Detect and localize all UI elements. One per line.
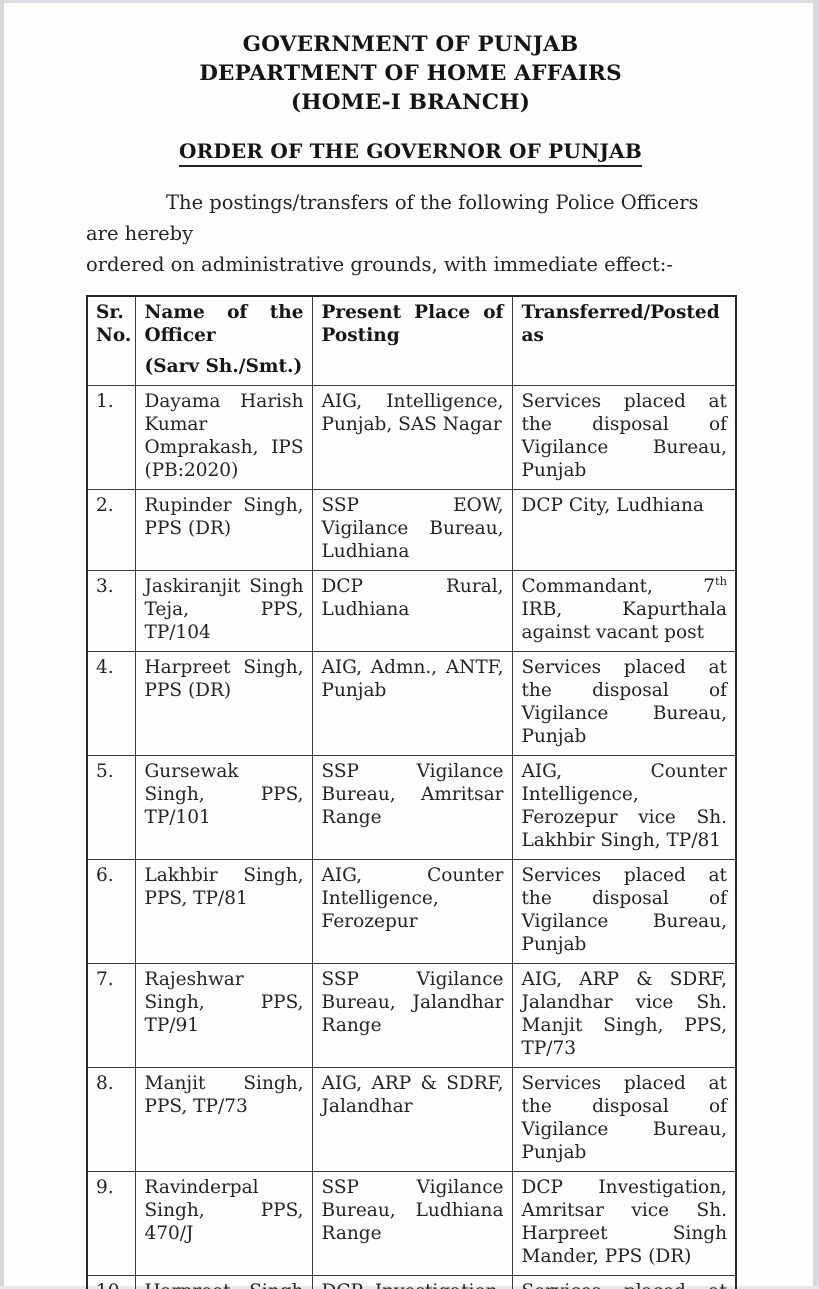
transferred-cell: Services placed at the disposal of Vigil… [511, 1275, 737, 1289]
col-header-sr-no-label: Sr. No. [96, 302, 132, 346]
transferred-cell: AIG, Counter Intelligence, Ferozepur vic… [511, 755, 737, 860]
col-header-sr-no: Sr. No. [86, 295, 136, 386]
transferred-cell: DCP Investigation, Amritsar vice Sh. Har… [511, 1171, 737, 1276]
present-posting-cell: DCP Investigation, Amritsar [311, 1275, 513, 1289]
officer-name-cell: Ravinderpal Singh, PPS, 470/J [134, 1171, 313, 1276]
table-row: 7. Rajeshwar Singh, PPS, TP/91 SSP Vigilan… [86, 963, 737, 1068]
present-posting-cell: AIG, Admn., ANTF, Punjab [311, 651, 513, 756]
table-row: 6. Lakhbir Singh, PPS, TP/81 AIG, Counter … [86, 859, 737, 964]
officer-name-cell: Harpreet Singh Mander, PPS (DR) [134, 1275, 313, 1289]
page-edge-right [813, 0, 819, 1289]
present-posting-cell: SSP Vigilance Bureau, Ludhiana Range [311, 1171, 513, 1276]
sr-no-cell: 7. [86, 963, 136, 1068]
officer-name-cell: Rupinder Singh, PPS (DR) [134, 489, 313, 571]
officer-name-cell: Manjit Singh, PPS, TP/73 [134, 1067, 313, 1172]
present-posting-cell: SSP EOW, Vigilance Bureau, Ludhiana [311, 489, 513, 571]
officer-name-cell: Rajeshwar Singh, PPS, TP/91 [134, 963, 313, 1068]
table-header-row: Sr. No. Name of the Officer (Sarv Sh./Sm… [86, 295, 737, 386]
col-header-officer-name: Name of the Officer (Sarv Sh./Smt.) [134, 295, 313, 386]
transferred-cell: Services placed at the disposal of Vigil… [511, 859, 737, 964]
transferred-cell: DCP City, Ludhiana [511, 489, 737, 571]
col-header-officer-name-sublabel: (Sarv Sh./Smt.) [144, 356, 303, 377]
table-row: 2. Rupinder Singh, PPS (DR) SSP EOW, Vigil… [86, 489, 737, 571]
sr-no-cell: 3. [86, 570, 136, 652]
sr-no-cell: 2. [86, 489, 136, 571]
officer-name-cell: Gursewak Singh, PPS, TP/101 [134, 755, 313, 860]
table-row: 4. Harpreet Singh, PPS (DR) AIG, Admn., AN… [86, 651, 737, 756]
intro-paragraph: The postings/transfers of the following … [86, 187, 735, 280]
transferred-cell: AIG, ARP & SDRF, Jalandhar vice Sh. Manj… [511, 963, 737, 1068]
table-row: 9. Ravinderpal Singh, PPS, 470/J SSP Vigil… [86, 1171, 737, 1276]
sr-no-cell: 9. [86, 1171, 136, 1276]
order-heading: ORDER OF THE GOVERNOR OF PUNJAB [86, 139, 735, 167]
sr-no-cell: 5. [86, 755, 136, 860]
officer-name-cell: Harpreet Singh, PPS (DR) [134, 651, 313, 756]
transferred-cell: Services placed at the disposal of Vigil… [511, 385, 737, 490]
sr-no-cell: 6. [86, 859, 136, 964]
document-header: GOVERNMENT OF PUNJAB DEPARTMENT OF HOME … [86, 30, 735, 117]
col-header-transferred: Transferred/Posted as [511, 295, 737, 386]
present-posting-cell: AIG, Counter Intelligence, Ferozepur [311, 859, 513, 964]
col-header-present-posting: Present Place of Posting [311, 295, 513, 386]
col-header-officer-name-label: Name of the Officer [144, 302, 304, 346]
officer-name-cell: Dayama Harish Kumar Omprakash, IPS (PB:2… [134, 385, 313, 490]
transferred-cell: Services placed at the disposal of Vigil… [511, 651, 737, 756]
transferred-cell: Services placed at the disposal of Vigil… [511, 1067, 737, 1172]
col-header-transferred-label: Transferred/Posted as [521, 302, 720, 346]
order-table-body: 1. Dayama Harish Kumar Omprakash, IPS (PB… [86, 385, 737, 1289]
document-body: GOVERNMENT OF PUNJAB DEPARTMENT OF HOME … [86, 0, 737, 1289]
present-posting-cell: DCP Rural, Ludhiana [311, 570, 513, 652]
page-edge-top [0, 0, 819, 3]
col-header-present-posting-label: Present Place of Posting [321, 302, 504, 346]
intro-line-1: The postings/transfers of the following … [86, 191, 699, 245]
department-title: DEPARTMENT OF HOME AFFAIRS [199, 61, 622, 86]
sr-no-cell: 1. [86, 385, 136, 490]
present-posting-cell: AIG, ARP & SDRF, Jalandhar [311, 1067, 513, 1172]
page-edge-left [0, 0, 4, 1289]
table-row: 5. Gursewak Singh, PPS, TP/101 SSP Vigilan… [86, 755, 737, 860]
sr-no-cell: 10. [86, 1275, 136, 1289]
table-row: 3. Jaskiranjit Singh Teja, PPS, TP/104 DCP… [86, 570, 737, 652]
table-row: 10.Harpreet Singh Mander, PPS (DR)DCP In… [86, 1275, 737, 1289]
sr-no-cell: 4. [86, 651, 136, 756]
table-row: 8. Manjit Singh, PPS, TP/73 AIG, ARP & SDR… [86, 1067, 737, 1172]
branch-title: (HOME-I BRANCH) [290, 90, 531, 115]
sr-no-cell: 8. [86, 1067, 136, 1172]
present-posting-cell: SSP Vigilance Bureau, Jalandhar Range [311, 963, 513, 1068]
present-posting-cell: SSP Vigilance Bureau, Amritsar Range [311, 755, 513, 860]
intro-line-2: ordered on administrative grounds, with … [86, 253, 673, 276]
officer-name-cell: Jaskiranjit Singh Teja, PPS, TP/104 [134, 570, 313, 652]
present-posting-cell: AIG, Intelligence, Punjab, SAS Nagar [311, 385, 513, 490]
transferred-cell: Commandant, 7th IRB, Kapurthala against … [511, 570, 737, 652]
government-title: GOVERNMENT OF PUNJAB [242, 32, 579, 57]
officer-name-cell: Lakhbir Singh, PPS, TP/81 [134, 859, 313, 964]
order-heading-text: ORDER OF THE GOVERNOR OF PUNJAB [178, 139, 643, 167]
transfer-orders-table: Sr. No. Name of the Officer (Sarv Sh./Sm… [86, 295, 737, 1289]
table-row: 1. Dayama Harish Kumar Omprakash, IPS (PB… [86, 385, 737, 490]
